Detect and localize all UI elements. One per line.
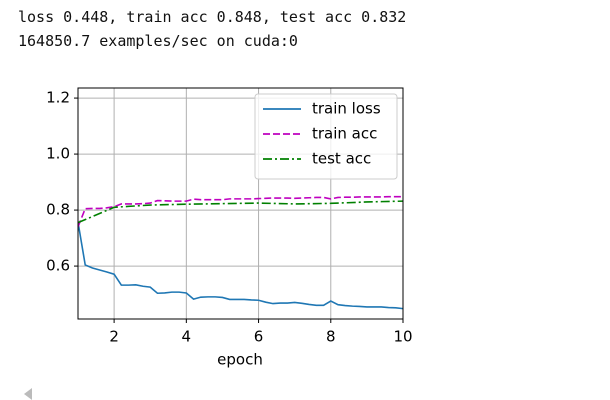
y-tick-label: 0.8 — [46, 201, 70, 219]
y-tick-label: 1.2 — [46, 89, 70, 107]
x-tick-label: 10 — [393, 328, 412, 346]
x-tick-label: 6 — [254, 328, 264, 346]
output-line: 164850.7 examples/sec on cuda:0 — [18, 32, 298, 50]
plot-frame — [77, 87, 404, 320]
x-tick-label: 4 — [182, 328, 192, 346]
output-line: loss 0.448, train acc 0.848, test acc 0.… — [18, 8, 407, 26]
y-tick-label: 0.6 — [46, 257, 70, 275]
scroll-arrow[interactable] — [24, 388, 32, 400]
x-axis-label: epoch — [217, 351, 263, 369]
x-tick-label: 8 — [326, 328, 336, 346]
y-tick-label: 1.0 — [46, 145, 70, 163]
legend-box — [254, 93, 398, 180]
series-line — [78, 221, 403, 310]
series-line — [78, 200, 403, 224]
series-line — [78, 195, 403, 228]
legend-label: test acc — [312, 150, 371, 168]
legend-label: train loss — [312, 100, 381, 118]
legend-label: train acc — [312, 125, 377, 143]
x-tick-label: 2 — [109, 328, 119, 346]
